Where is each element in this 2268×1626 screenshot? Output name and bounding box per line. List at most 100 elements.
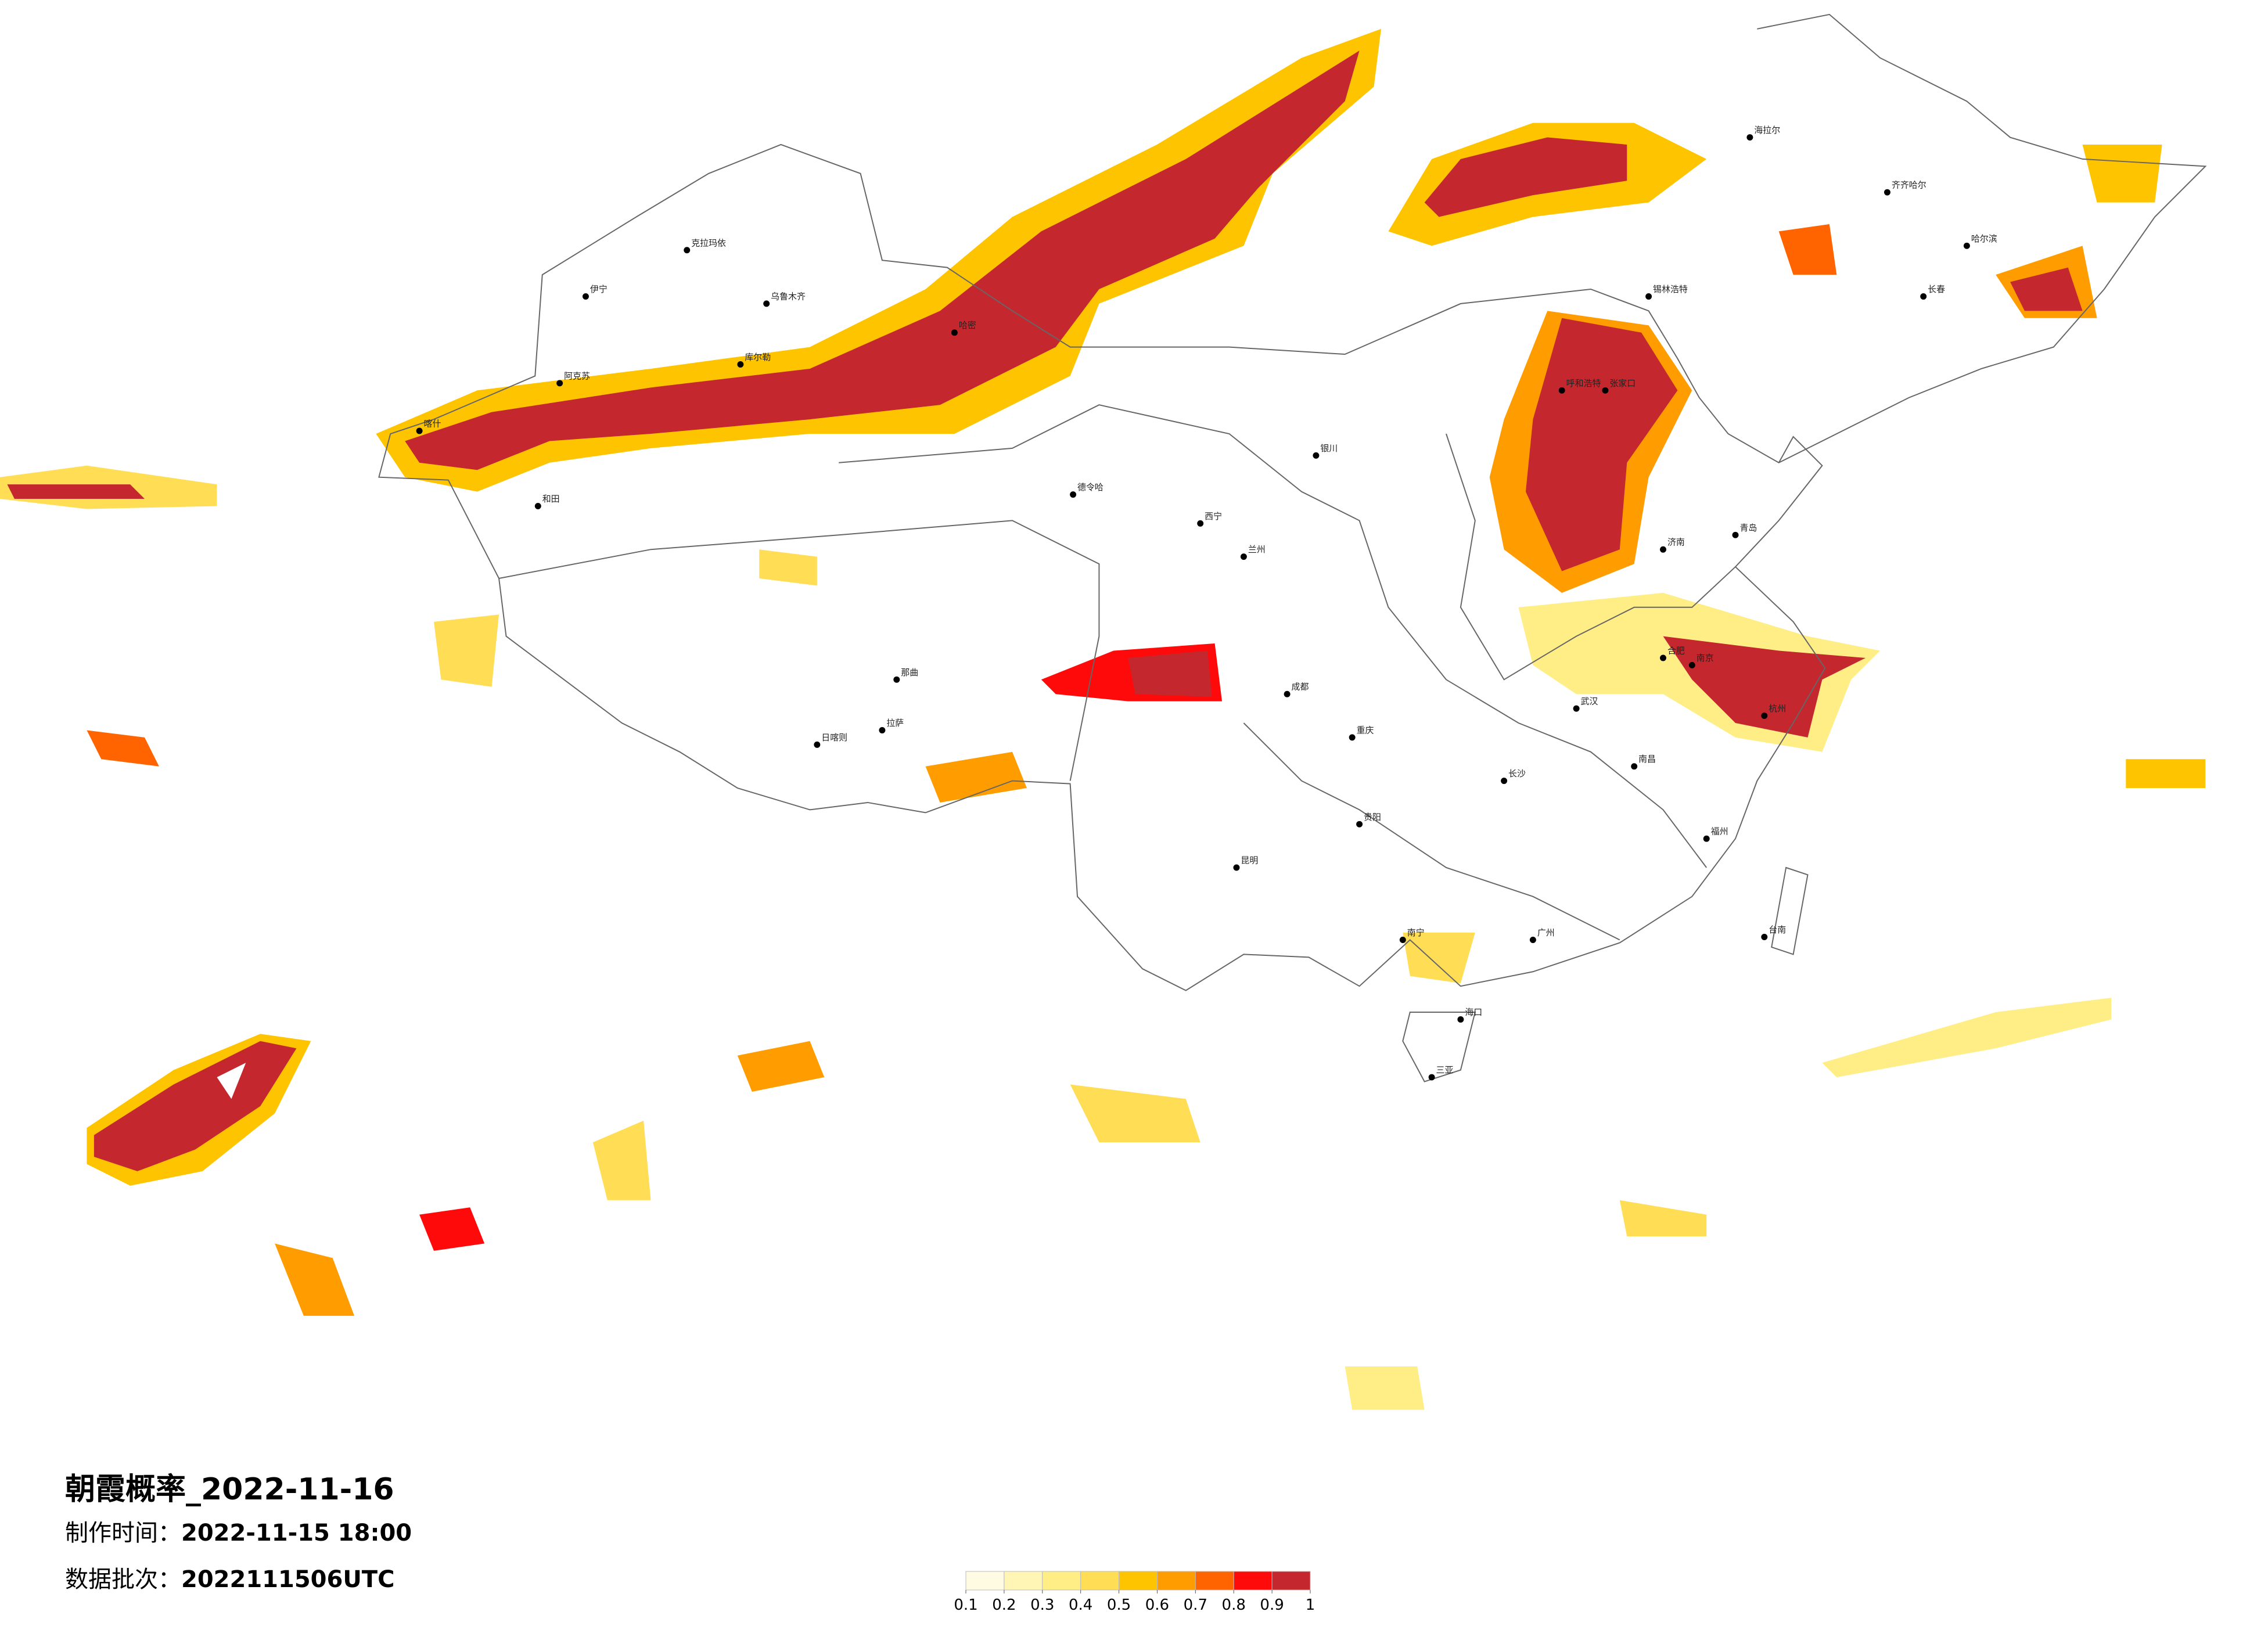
city-dot bbox=[1631, 763, 1638, 770]
city-label: 昆明 bbox=[1241, 855, 1258, 866]
city-label: 西宁 bbox=[1205, 511, 1222, 521]
city-label: 杭州 bbox=[1769, 703, 1786, 714]
city-label: 阿克苏 bbox=[564, 370, 590, 381]
city-label: 合肥 bbox=[1667, 645, 1685, 656]
city-label: 长沙 bbox=[1508, 768, 1526, 779]
city-dot bbox=[1313, 452, 1320, 459]
city-dot bbox=[1645, 293, 1652, 300]
probability-field bbox=[0, 28, 2206, 1410]
city-label: 广州 bbox=[1537, 927, 1555, 938]
city-label: 拉萨 bbox=[886, 718, 904, 728]
city-label: 贵阳 bbox=[1364, 812, 1381, 822]
city-label: 乌鲁木齐 bbox=[771, 291, 806, 301]
city-dot bbox=[1602, 387, 1609, 394]
city-dot bbox=[1688, 661, 1695, 668]
city-dot bbox=[1349, 734, 1356, 741]
city-dot bbox=[737, 361, 744, 368]
production-time-value: 2022-11-15 18:00 bbox=[181, 1520, 412, 1546]
city-dot bbox=[1233, 864, 1240, 871]
boundaries bbox=[378, 13, 2207, 1082]
legend-tick-label: 0.7 bbox=[1184, 1596, 1207, 1614]
city-label: 喀什 bbox=[424, 419, 441, 429]
city-dot bbox=[763, 300, 770, 307]
city-dot bbox=[416, 427, 423, 434]
city-dot bbox=[1660, 654, 1666, 661]
city-dot bbox=[1963, 242, 1970, 249]
legend-tick-label: 0.9 bbox=[1260, 1596, 1284, 1614]
city-dot bbox=[1703, 835, 1710, 842]
legend-tick-label: 1 bbox=[1306, 1596, 1315, 1614]
city-label: 伊宁 bbox=[590, 284, 608, 294]
map: 克拉玛依伊宁乌鲁木齐库尔勒阿克苏喀什和田哈密德令哈西宁兰州银川呼和浩特锡林浩特海… bbox=[0, 13, 2207, 1410]
city-label: 德令哈 bbox=[1077, 482, 1104, 492]
city-label: 兰州 bbox=[1248, 544, 1266, 555]
legend-swatch bbox=[1004, 1571, 1043, 1591]
city-dot bbox=[1070, 491, 1077, 498]
data-batch-label: 数据批次： bbox=[65, 1566, 181, 1593]
legend-swatch bbox=[1080, 1571, 1120, 1591]
production-time: 制作时间：2022-11-15 18:00 bbox=[65, 1520, 412, 1546]
data-batch: 数据批次：2022111506UTC bbox=[65, 1566, 394, 1593]
city-label: 武汉 bbox=[1581, 696, 1598, 707]
city-dot bbox=[1761, 934, 1768, 940]
city-label: 青岛 bbox=[1739, 523, 1757, 533]
city-label: 齐齐哈尔 bbox=[1892, 180, 1926, 190]
city-dot bbox=[684, 247, 691, 254]
city-dot bbox=[893, 676, 900, 683]
legend: 0.1 0.2 0.3 0.4 0.5 0.6 0.7 0.8 0.9 1 bbox=[954, 1571, 1315, 1614]
legend-swatch bbox=[1042, 1571, 1081, 1591]
city-dot bbox=[1761, 713, 1768, 720]
city-dot bbox=[1457, 1016, 1464, 1023]
legend-swatch bbox=[1195, 1571, 1234, 1591]
city-dot bbox=[951, 329, 958, 336]
city-label: 和田 bbox=[542, 494, 560, 504]
city-label: 哈密 bbox=[959, 320, 976, 330]
city-label: 长春 bbox=[1928, 284, 1945, 294]
city-label: 那曲 bbox=[901, 667, 918, 678]
legend-tick-label: 0.4 bbox=[1069, 1596, 1092, 1614]
city-label: 海口 bbox=[1465, 1007, 1482, 1017]
city-label: 银川 bbox=[1320, 443, 1338, 454]
city-dot bbox=[1240, 553, 1247, 560]
city-dot bbox=[1660, 546, 1666, 553]
city-label: 锡林浩特 bbox=[1653, 284, 1688, 294]
city-label: 哈尔滨 bbox=[1971, 233, 1997, 244]
city-dot bbox=[1399, 937, 1406, 943]
legend-tick-label: 0.6 bbox=[1145, 1596, 1169, 1614]
production-time-label: 制作时间： bbox=[65, 1520, 181, 1546]
city-dot bbox=[582, 293, 589, 300]
city-dot bbox=[534, 503, 541, 509]
city-dot bbox=[1920, 293, 1927, 300]
city-dot bbox=[556, 380, 563, 387]
city-label: 日喀则 bbox=[821, 732, 847, 743]
legend-tick-label: 0.8 bbox=[1222, 1596, 1246, 1614]
city-label: 成都 bbox=[1292, 682, 1309, 692]
legend-swatch bbox=[965, 1571, 1005, 1591]
city-dot bbox=[1501, 778, 1508, 785]
city-dot bbox=[814, 741, 821, 748]
legend-tick-label: 0.3 bbox=[1030, 1596, 1054, 1614]
city-dot bbox=[1356, 821, 1363, 828]
city-label: 南昌 bbox=[1638, 754, 1656, 764]
city-label: 南京 bbox=[1696, 653, 1714, 663]
city-dot bbox=[1529, 937, 1536, 943]
city-label: 济南 bbox=[1667, 537, 1685, 548]
city-label: 海拉尔 bbox=[1754, 125, 1780, 135]
city-layer: 克拉玛依伊宁乌鲁木齐库尔勒阿克苏喀什和田哈密德令哈西宁兰州银川呼和浩特锡林浩特海… bbox=[416, 125, 1997, 1081]
city-label: 克拉玛依 bbox=[691, 238, 726, 248]
city-dot bbox=[879, 726, 886, 733]
city-label: 南宁 bbox=[1407, 927, 1425, 938]
legend-tick-label: 0.5 bbox=[1107, 1596, 1131, 1614]
city-dot bbox=[1284, 690, 1291, 697]
city-dot bbox=[1732, 531, 1739, 538]
legend-tick-label: 0.1 bbox=[954, 1596, 977, 1614]
city-label: 张家口 bbox=[1609, 378, 1636, 388]
data-batch-value: 2022111506UTC bbox=[181, 1566, 394, 1593]
city-label: 呼和浩特 bbox=[1566, 378, 1601, 388]
city-label: 三亚 bbox=[1436, 1065, 1454, 1075]
legend-swatch bbox=[1233, 1571, 1273, 1591]
legend-swatch bbox=[1156, 1571, 1196, 1591]
city-dot bbox=[1884, 189, 1890, 196]
